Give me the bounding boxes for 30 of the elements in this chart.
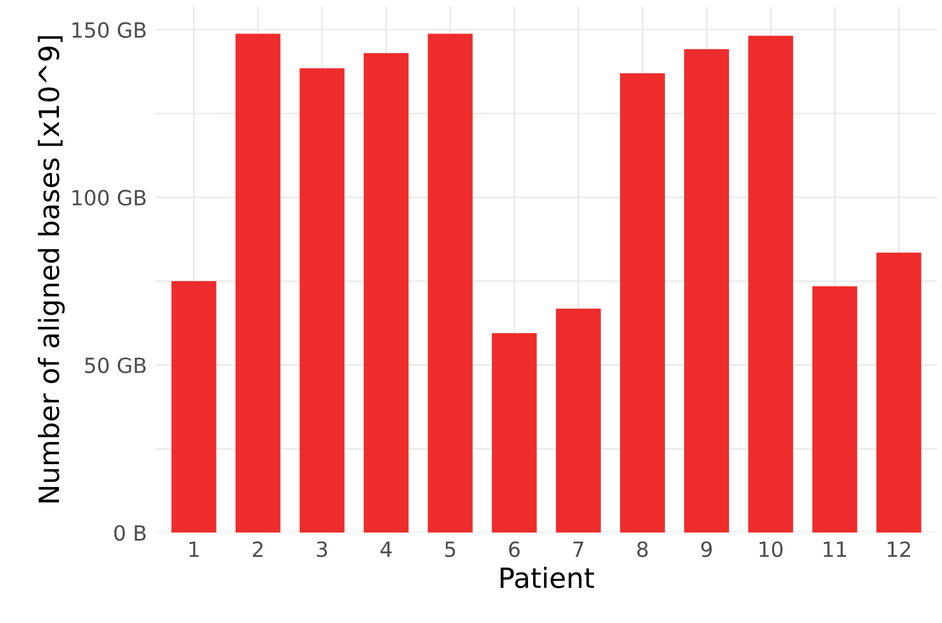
bar: [171, 281, 216, 533]
bar: [556, 308, 601, 533]
y-tick-label: 0 B: [114, 525, 146, 541]
bar: [364, 53, 409, 533]
x-tick-label: 5: [445, 542, 456, 558]
bar: [812, 286, 858, 533]
bar: [300, 68, 344, 533]
x-tick-label: 6: [509, 541, 520, 558]
x-tick-label: 8: [637, 541, 648, 558]
x-axis-title: Patient: [500, 566, 594, 588]
x-tick-label: 1: [190, 542, 199, 557]
x-tick-label: 11: [824, 542, 846, 557]
bar: [236, 34, 280, 533]
x-tick-label: 4: [380, 542, 392, 557]
x-tick-label: 2: [252, 541, 263, 557]
x-tick-label: 10: [760, 541, 783, 558]
y-tick-label: 150 GB: [72, 22, 146, 38]
bar: [620, 73, 665, 533]
bar: [684, 49, 730, 533]
bar: [876, 252, 922, 533]
x-tick-label: 7: [573, 542, 584, 557]
x-tick-label: 9: [701, 541, 712, 558]
bar: [492, 333, 537, 533]
bar: [428, 34, 473, 533]
x-tick-label: 3: [317, 541, 328, 558]
y-tick-label: 50 GB: [85, 357, 146, 374]
y-axis-title: Number of aligned bases [x10^9]: [38, 36, 65, 502]
x-tick-label: 12: [888, 541, 910, 557]
y-tick-label: 100 GB: [72, 190, 146, 206]
bar: [748, 36, 794, 533]
